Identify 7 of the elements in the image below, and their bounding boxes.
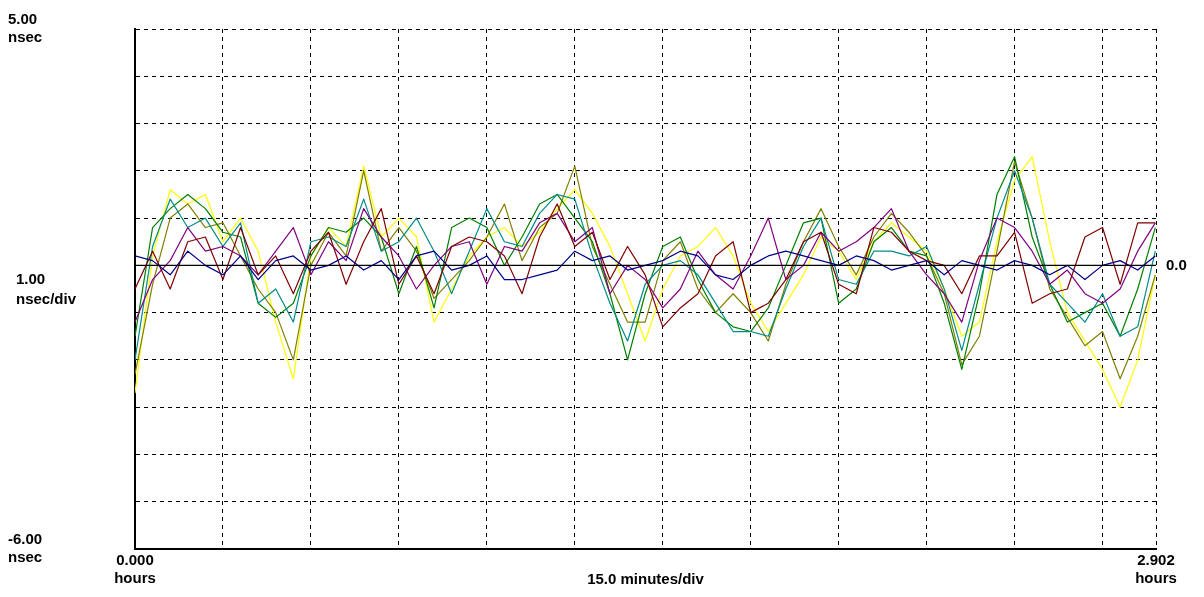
- x-tick-label: 2.902 hours: [1135, 551, 1177, 587]
- y-tick-label: 5.00 nsec: [8, 10, 43, 46]
- text: 1.00 nsec/div: [16, 270, 77, 308]
- ref-line-label: 0.0: [1166, 255, 1187, 273]
- x-axis-title: 15.0 minutes/div: [587, 570, 705, 588]
- y-tick-label: -6.00 nsec: [8, 530, 43, 566]
- x-tick-label: 0.000 hours: [114, 551, 156, 587]
